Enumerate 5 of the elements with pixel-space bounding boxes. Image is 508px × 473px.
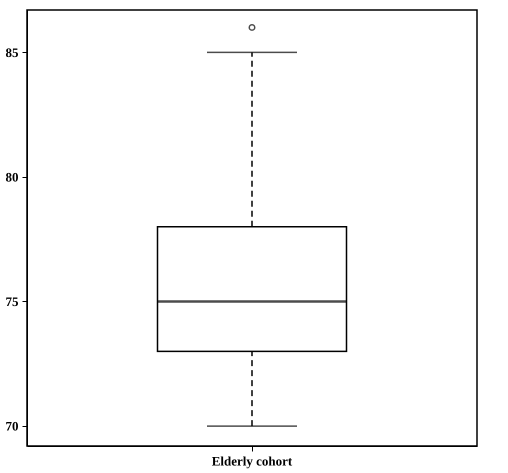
- y-tick-label: 70: [6, 418, 18, 434]
- y-tick-label: 80: [6, 169, 18, 184]
- y-tick-label: 85: [6, 44, 19, 60]
- x-tick-label: Elderly cohort: [212, 454, 293, 468]
- y-tick-label: 75: [6, 294, 19, 309]
